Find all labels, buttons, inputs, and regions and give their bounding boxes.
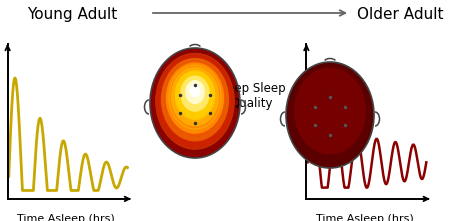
Ellipse shape (185, 80, 205, 104)
Ellipse shape (190, 84, 200, 97)
Ellipse shape (155, 53, 235, 150)
X-axis label: Time Asleep (hrs): Time Asleep (hrs) (17, 214, 114, 221)
Text: Older Adult: Older Adult (357, 7, 443, 22)
X-axis label: Time Asleep (hrs): Time Asleep (hrs) (316, 214, 413, 221)
Ellipse shape (286, 62, 374, 168)
Ellipse shape (166, 62, 224, 134)
Text: Young Adult: Young Adult (27, 7, 117, 22)
Text: Deep Sleep
Quality: Deep Sleep Quality (218, 82, 286, 110)
Ellipse shape (176, 71, 214, 119)
Ellipse shape (150, 48, 240, 158)
Ellipse shape (161, 58, 229, 141)
Ellipse shape (294, 68, 366, 154)
Ellipse shape (171, 67, 219, 126)
Ellipse shape (180, 75, 210, 112)
